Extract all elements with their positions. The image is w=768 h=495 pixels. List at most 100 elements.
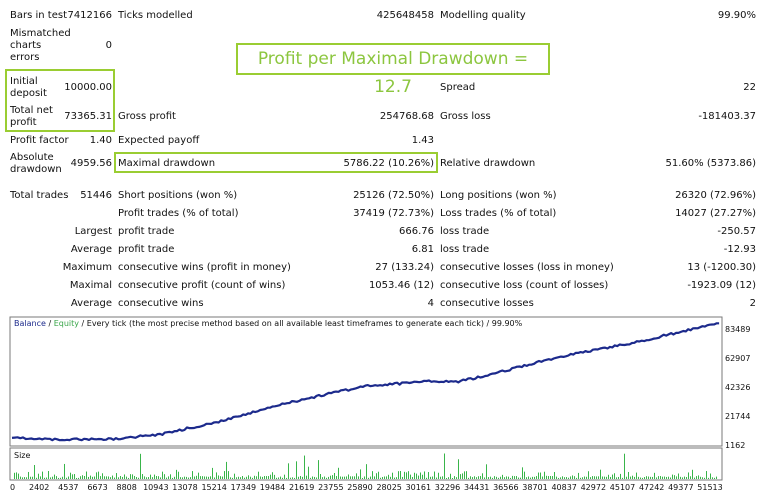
spread-label: Spread — [440, 82, 476, 93]
size-bar — [456, 477, 457, 479]
x-tick-label: 40837 — [551, 483, 576, 492]
size-bar — [426, 477, 427, 479]
x-tick-label: 21619 — [289, 483, 314, 492]
size-bar — [398, 471, 399, 479]
size-bar — [562, 476, 563, 479]
size-bar — [44, 477, 45, 479]
size-bar — [662, 476, 663, 479]
size-bar — [442, 476, 443, 479]
x-tick-label: 2402 — [29, 483, 49, 492]
size-bar — [636, 472, 637, 479]
size-bar — [106, 476, 107, 479]
size-bar — [110, 477, 111, 479]
size-bar — [42, 471, 43, 479]
y-tick-label: 1162 — [725, 441, 745, 450]
long-label: Long positions (won %) — [440, 190, 557, 201]
size-bar — [492, 477, 493, 479]
size-bar — [414, 472, 415, 479]
x-tick-label: 19484 — [260, 483, 285, 492]
size-bar — [526, 477, 527, 479]
size-bar — [124, 474, 125, 479]
size-bar — [544, 471, 545, 479]
balance-graph: Balance / Equity / Every tick (the most … — [9, 316, 750, 492]
size-bar — [540, 472, 541, 479]
size-bar — [242, 476, 243, 479]
size-bar — [344, 476, 345, 479]
size-bar — [198, 472, 199, 479]
size-bar — [104, 476, 105, 479]
size-bar — [518, 477, 519, 479]
size-bar — [158, 476, 159, 479]
payoff-label: Expected payoff — [118, 135, 200, 146]
size-bar — [350, 476, 351, 479]
size-bar — [370, 476, 371, 479]
x-tick-label: 45107 — [610, 483, 635, 492]
size-bar — [624, 453, 625, 479]
x-tick-label: 28025 — [376, 483, 401, 492]
deposit-value: 10000.00 — [64, 82, 112, 93]
size-bar — [392, 472, 393, 479]
size-bar — [650, 476, 651, 479]
size-bar — [186, 476, 187, 479]
size-bar — [76, 477, 77, 479]
largest-label: Largest — [74, 226, 112, 237]
size-bar — [638, 476, 639, 479]
size-bar — [586, 476, 587, 479]
max-losses-value: 13 (-1200.30) — [687, 262, 756, 273]
size-bar — [642, 477, 643, 479]
size-bar — [156, 476, 157, 479]
size-bar — [494, 476, 495, 479]
size-bar — [232, 477, 233, 479]
y-tick-label: 42326 — [725, 383, 750, 392]
size-bar — [184, 476, 185, 479]
size-bar — [558, 477, 559, 479]
size-bar — [36, 477, 37, 479]
size-bar — [552, 476, 553, 479]
size-bar — [78, 477, 79, 479]
size-bar — [234, 473, 235, 479]
size-bar — [618, 476, 619, 479]
size-bar — [170, 474, 171, 479]
size-bar — [530, 477, 531, 479]
size-bar — [236, 477, 237, 479]
size-bar — [566, 477, 567, 479]
size-bar — [438, 472, 439, 479]
size-bar — [716, 476, 717, 479]
max-losses-label: consecutive losses (loss in money) — [440, 262, 614, 273]
size-bar — [528, 476, 529, 479]
x-tick-label: 38701 — [522, 483, 547, 492]
maximal-loss-value: -1923.09 (12) — [687, 280, 756, 291]
size-bar — [348, 474, 349, 479]
size-bar — [674, 475, 675, 479]
legend-sep: / — [46, 319, 54, 328]
size-bar — [258, 471, 259, 479]
size-bar — [74, 474, 75, 479]
size-bar — [284, 474, 285, 479]
size-bar — [646, 476, 647, 479]
size-bar — [364, 476, 365, 479]
maximal-label: Maximal — [69, 280, 112, 291]
ltrades-value: 14027 (27.27%) — [675, 208, 756, 219]
size-bar — [16, 472, 17, 479]
size-bar — [248, 475, 249, 479]
size-bar — [182, 477, 183, 479]
bars-label: Bars in test — [10, 10, 67, 21]
size-bar — [252, 477, 253, 479]
size-bar — [614, 473, 615, 479]
size-bar — [210, 476, 211, 479]
size-bar — [408, 471, 409, 479]
size-bar — [508, 476, 509, 479]
size-bar — [14, 472, 15, 479]
size-bar — [262, 476, 263, 479]
size-bar — [570, 476, 571, 479]
size-bar — [160, 477, 161, 479]
size-bar — [684, 476, 685, 479]
size-bar — [264, 476, 265, 479]
size-bar — [72, 474, 73, 479]
size-bar — [26, 477, 27, 479]
size-bar — [40, 476, 41, 479]
size-bar — [322, 477, 323, 479]
size-bar — [532, 476, 533, 479]
size-bar — [410, 474, 411, 479]
size-bar — [686, 476, 687, 479]
